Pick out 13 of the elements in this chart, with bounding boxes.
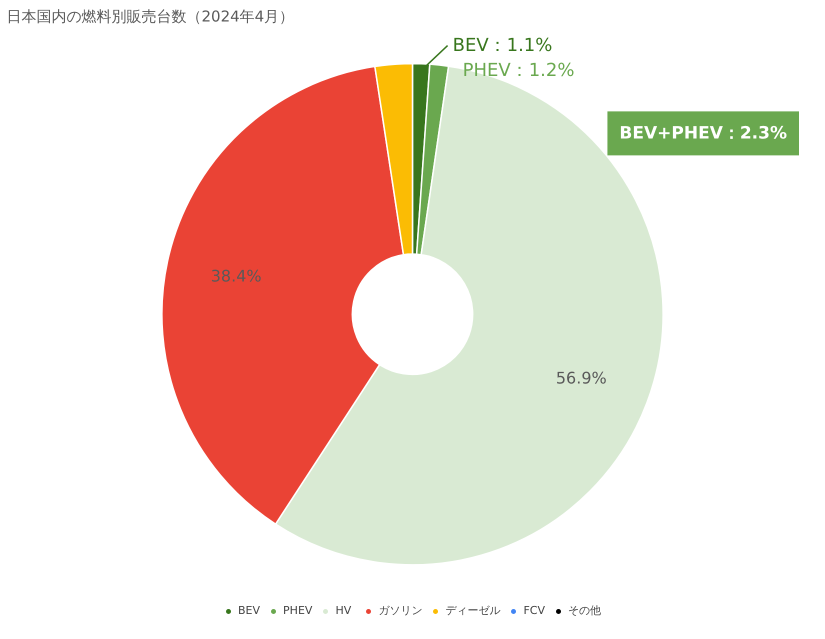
- legend-label: BEV: [238, 604, 260, 617]
- data-label: BEV：1.1%: [452, 35, 552, 56]
- legend-label: PHEV: [283, 604, 312, 617]
- data-label: 56.9%: [556, 368, 607, 388]
- legend-label: FCV: [523, 604, 545, 617]
- text: BEV+PHEV：2.3%: [619, 123, 788, 144]
- chart-title: 日本国内の燃料別販売台数（2024年4月）: [6, 8, 294, 26]
- legend-label: ガソリン: [378, 603, 422, 618]
- data-label: PHEV：1.2%: [462, 60, 574, 82]
- legend-label: ディーゼル: [445, 603, 500, 618]
- data-label: 38.4%: [210, 266, 262, 286]
- legend-label: HV: [335, 604, 352, 617]
- legend-label: その他: [568, 603, 601, 618]
